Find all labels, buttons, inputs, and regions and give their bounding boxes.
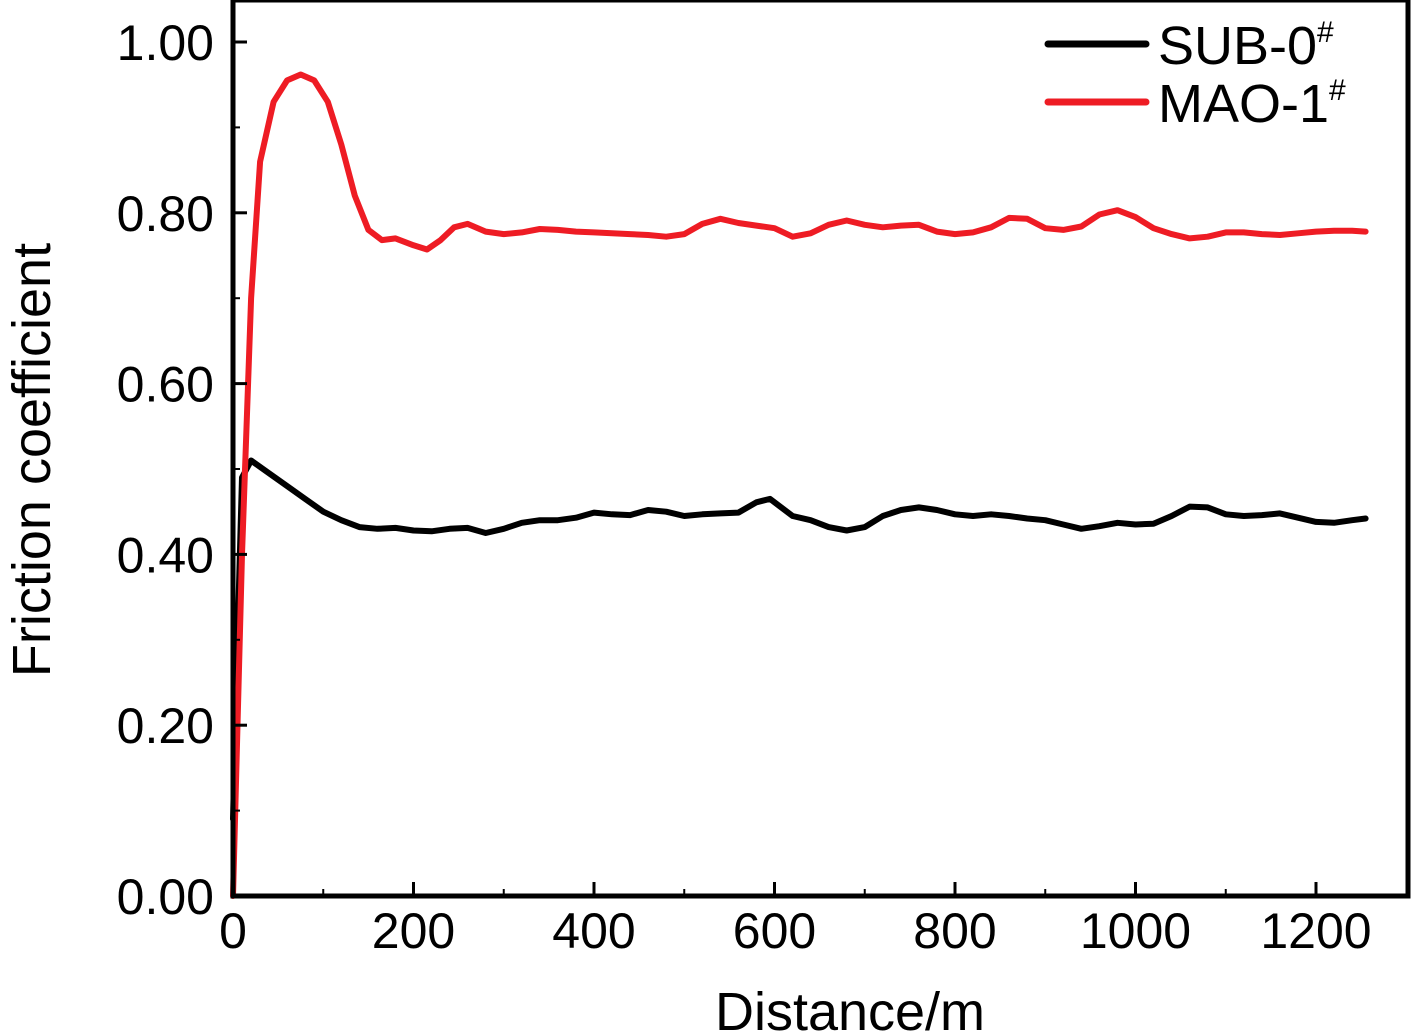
y-axis: 0.00 0.20 0.40 0.60 0.80 1.00 [117,15,247,925]
x-axis-title: Distance/m [715,982,985,1036]
y-tick-label: 0.20 [117,698,214,754]
legend-label-superscript: # [1329,74,1346,107]
x-tick-label: 800 [913,903,996,959]
x-tick-label: 200 [372,903,455,959]
series-line-mao-1 [230,71,1369,899]
legend-item-mao-1: MAO-1# [1044,74,1346,134]
x-axis: 0 200 400 600 800 1000 1200 [219,882,1372,959]
x-tick-label: 0 [219,903,247,959]
y-tick-label: 0.60 [117,357,214,413]
x-tick-label: 1000 [1080,903,1191,959]
y-axis-title: Friction coefficient [2,243,62,677]
x-tick-label: 1200 [1260,903,1371,959]
legend-item-sub-0: SUB-0# [1044,16,1334,76]
x-tick-label: 400 [552,903,635,959]
legend: SUB-0#MAO-1# [1044,16,1346,134]
series-line-sub-0 [230,457,1369,823]
plot-frame [230,0,1411,899]
y-tick-label: 0.00 [117,869,214,925]
y-tick-label: 0.80 [117,186,214,242]
legend-label: SUB-0# [1158,16,1334,76]
y-tick-label: 1.00 [117,15,214,71]
legend-label-superscript: # [1317,16,1334,49]
legend-label: MAO-1# [1158,74,1346,134]
plot-lines [230,71,1369,899]
x-tick-label: 600 [733,903,816,959]
y-tick-label: 0.40 [117,527,214,583]
